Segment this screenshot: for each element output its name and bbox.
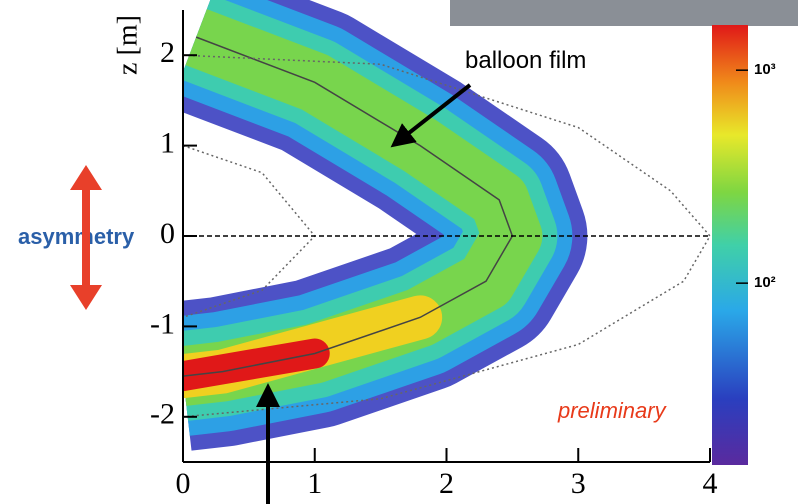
chart: balloon film asymmetry preliminary z [m]…	[0, 0, 798, 504]
x-tick-label: 3	[571, 467, 586, 500]
annotation: asymmetry	[18, 224, 135, 249]
x-tick-label: 4	[703, 467, 718, 500]
y-tick-label: 1	[160, 126, 175, 159]
x-tick-label: 1	[307, 467, 322, 500]
x-tick-label: 2	[439, 467, 454, 500]
colorbar-tick-label: 10²	[754, 274, 776, 291]
page: balloon film asymmetry preliminary z [m]…	[0, 0, 798, 504]
photo-inset	[450, 0, 798, 26]
x-tick-label: 0	[176, 467, 191, 500]
y-tick-label: -2	[150, 398, 175, 431]
y-axis-label: z [m]	[112, 15, 143, 75]
y-tick-label: 2	[160, 36, 175, 69]
colorbar-tick-label: 10³	[754, 61, 776, 78]
y-tick-label: -1	[150, 307, 175, 340]
annotation: balloon film	[465, 47, 586, 74]
plot-area	[0, 0, 710, 504]
annotation: preliminary	[557, 398, 668, 423]
colorbar	[712, 25, 748, 465]
y-tick-label: 0	[160, 217, 175, 250]
